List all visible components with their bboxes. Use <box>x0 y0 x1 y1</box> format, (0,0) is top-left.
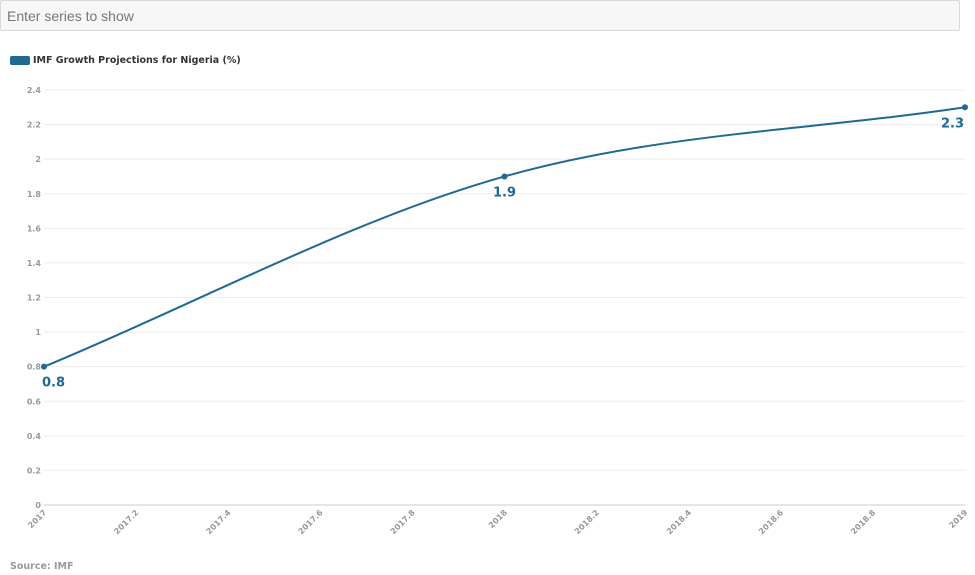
legend-swatch <box>10 55 30 65</box>
data-label: 2.3 <box>941 116 964 131</box>
y-tick-label: 1.2 <box>27 294 41 303</box>
x-tick-label: 2017.2 <box>112 508 140 536</box>
legend-label: IMF Growth Projections for Nigeria (%) <box>33 54 241 66</box>
x-tick-label: 2018.4 <box>665 508 693 536</box>
y-tick-label: 1.8 <box>27 190 42 199</box>
y-tick-label: 0.8 <box>27 363 42 372</box>
data-point <box>41 363 47 370</box>
data-label: 1.9 <box>493 185 516 200</box>
x-tick-label: 2018.2 <box>573 508 601 536</box>
y-tick-label: 1.4 <box>27 259 42 268</box>
data-label: 0.8 <box>42 376 65 391</box>
x-tick-label: 2017 <box>26 508 48 530</box>
data-point <box>962 104 968 111</box>
x-tick-label: 2018.6 <box>757 508 785 536</box>
source-note: Source: IMF <box>10 561 74 572</box>
y-tick-label: 2.2 <box>27 121 41 130</box>
x-tick-label: 2017.6 <box>297 508 325 536</box>
y-tick-label: 0.2 <box>27 466 41 475</box>
data-point <box>501 173 508 180</box>
y-tick-label: 0.6 <box>27 397 42 406</box>
y-tick-label: 0.4 <box>27 432 42 441</box>
chart-legend[interactable]: IMF Growth Projections for Nigeria (%) <box>10 53 241 67</box>
x-tick-label: 2018.8 <box>849 508 877 536</box>
x-tick-label: 2019 <box>947 508 969 530</box>
y-tick-label: 0 <box>35 501 41 510</box>
y-tick-label: 1.6 <box>27 224 42 233</box>
y-tick-label: 2 <box>35 155 41 164</box>
x-tick-label: 2018 <box>487 508 509 530</box>
series-search-input[interactable] <box>0 0 960 31</box>
series-line <box>43 106 966 368</box>
y-tick-label: 2.4 <box>27 86 42 95</box>
x-tick-label: 2017.4 <box>204 508 232 536</box>
x-tick-label: 2017.8 <box>389 508 417 536</box>
y-tick-label: 1 <box>35 328 41 337</box>
